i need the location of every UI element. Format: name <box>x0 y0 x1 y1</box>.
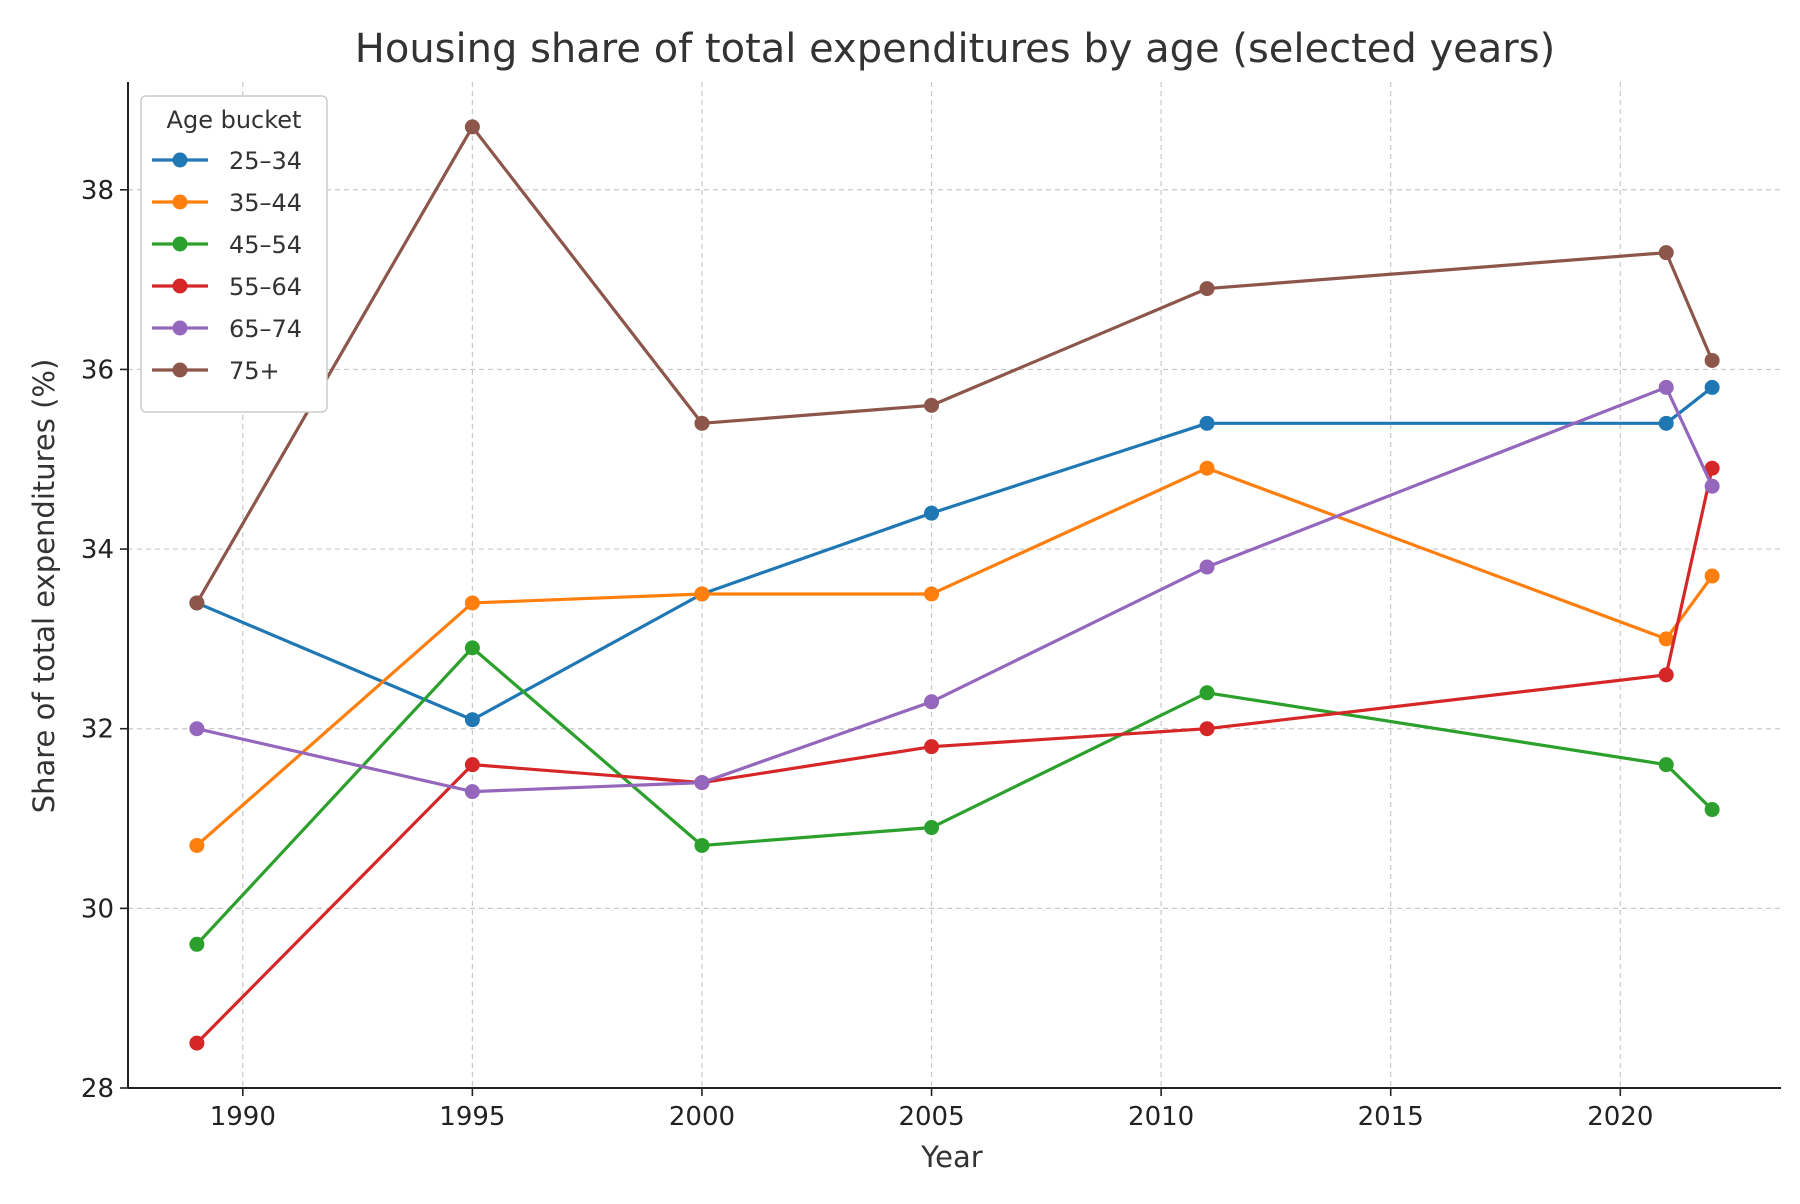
data-point <box>1199 415 1215 431</box>
y-tick-label: 32 <box>81 715 114 745</box>
data-point <box>1658 245 1674 261</box>
data-point <box>1704 802 1720 818</box>
legend-frame <box>140 95 328 413</box>
x-tick-label: 1995 <box>439 1102 505 1132</box>
data-point <box>1199 721 1215 737</box>
data-point <box>189 1035 205 1051</box>
data-point <box>189 936 205 952</box>
data-point <box>694 415 710 431</box>
data-point <box>694 586 710 602</box>
legend-item: 75+ <box>152 357 280 385</box>
data-point <box>189 837 205 853</box>
y-tick-label: 38 <box>81 176 114 206</box>
legend-swatch-marker <box>172 278 188 294</box>
data-point <box>1658 667 1674 683</box>
legend-item: 25–34 <box>152 147 302 175</box>
legend-label: 65–74 <box>229 315 302 343</box>
data-point <box>464 712 480 728</box>
series-line <box>195 385 1714 794</box>
data-point <box>1658 415 1674 431</box>
data-point <box>464 595 480 611</box>
legend-swatch-marker <box>172 194 188 210</box>
x-axis-title: Year <box>920 1140 982 1174</box>
series-5 <box>189 119 1720 611</box>
data-point <box>1704 379 1720 395</box>
legend-label: 45–54 <box>229 231 302 259</box>
y-tick-label: 30 <box>81 894 114 924</box>
legend-item: 35–44 <box>152 189 302 217</box>
legend-item: 65–74 <box>152 315 302 343</box>
data-point <box>924 820 940 836</box>
x-tick-label: 2000 <box>669 1102 735 1132</box>
y-axis-title: Share of total expenditures (%) <box>27 359 61 814</box>
series-line <box>195 125 1714 605</box>
legend-item: 55–64 <box>152 273 302 301</box>
data-point <box>1658 379 1674 395</box>
data-point <box>1199 281 1215 297</box>
legend-swatch-marker <box>172 362 188 378</box>
legend-title: Age bucket <box>167 106 302 134</box>
data-point <box>1704 478 1720 494</box>
y-tick-label: 36 <box>81 355 114 385</box>
legend-label: 35–44 <box>229 189 302 217</box>
x-tick-label: 1990 <box>210 1102 276 1132</box>
axis-layer: 1990 1995 2000 2005 2010 2015 2020 28 30 32 34 36 38 <box>81 82 1781 1132</box>
series-4 <box>189 379 1720 800</box>
data-point <box>1704 352 1720 368</box>
legend: Age bucket 25–34 35–44 45–54 55–64 65–74 75+ <box>140 95 328 413</box>
x-tick-label: 2010 <box>1128 1102 1194 1132</box>
x-tick-label: 2015 <box>1358 1102 1424 1132</box>
data-point <box>924 694 940 710</box>
data-point <box>694 837 710 853</box>
x-tick-label: 2005 <box>898 1102 964 1132</box>
data-point <box>924 505 940 521</box>
data-point <box>464 119 480 135</box>
y-tick-label: 34 <box>81 535 114 565</box>
data-point <box>694 775 710 791</box>
data-point <box>924 397 940 413</box>
data-point <box>1704 568 1720 584</box>
legend-label: 55–64 <box>229 273 302 301</box>
legend-item: 45–54 <box>152 231 302 259</box>
legend-label: 75+ <box>229 357 280 385</box>
data-point <box>924 586 940 602</box>
data-point <box>1658 757 1674 773</box>
data-point <box>464 784 480 800</box>
series-line <box>195 646 1714 946</box>
data-point <box>189 721 205 737</box>
series-2 <box>189 640 1720 952</box>
data-point <box>189 595 205 611</box>
legend-swatch-marker <box>172 320 188 336</box>
legend-swatch-marker <box>172 152 188 168</box>
x-tick-label: 2020 <box>1587 1102 1653 1132</box>
data-point <box>1199 685 1215 701</box>
data-point <box>1199 460 1215 476</box>
legend-swatch-marker <box>172 236 188 252</box>
y-tick-label: 28 <box>81 1074 114 1104</box>
data-point <box>464 640 480 656</box>
data-point <box>1658 631 1674 647</box>
data-point <box>1704 460 1720 476</box>
series-line <box>195 466 1714 1045</box>
series-line <box>195 466 1714 848</box>
data-point <box>464 757 480 773</box>
series-1 <box>189 460 1720 853</box>
data-point <box>1199 559 1215 575</box>
series-layer <box>189 119 1720 1051</box>
series-line <box>195 385 1714 722</box>
series-0 <box>189 379 1720 728</box>
legend-label: 25–34 <box>229 147 302 175</box>
chart-title: Housing share of total expenditures by a… <box>355 26 1555 72</box>
data-point <box>924 739 940 755</box>
